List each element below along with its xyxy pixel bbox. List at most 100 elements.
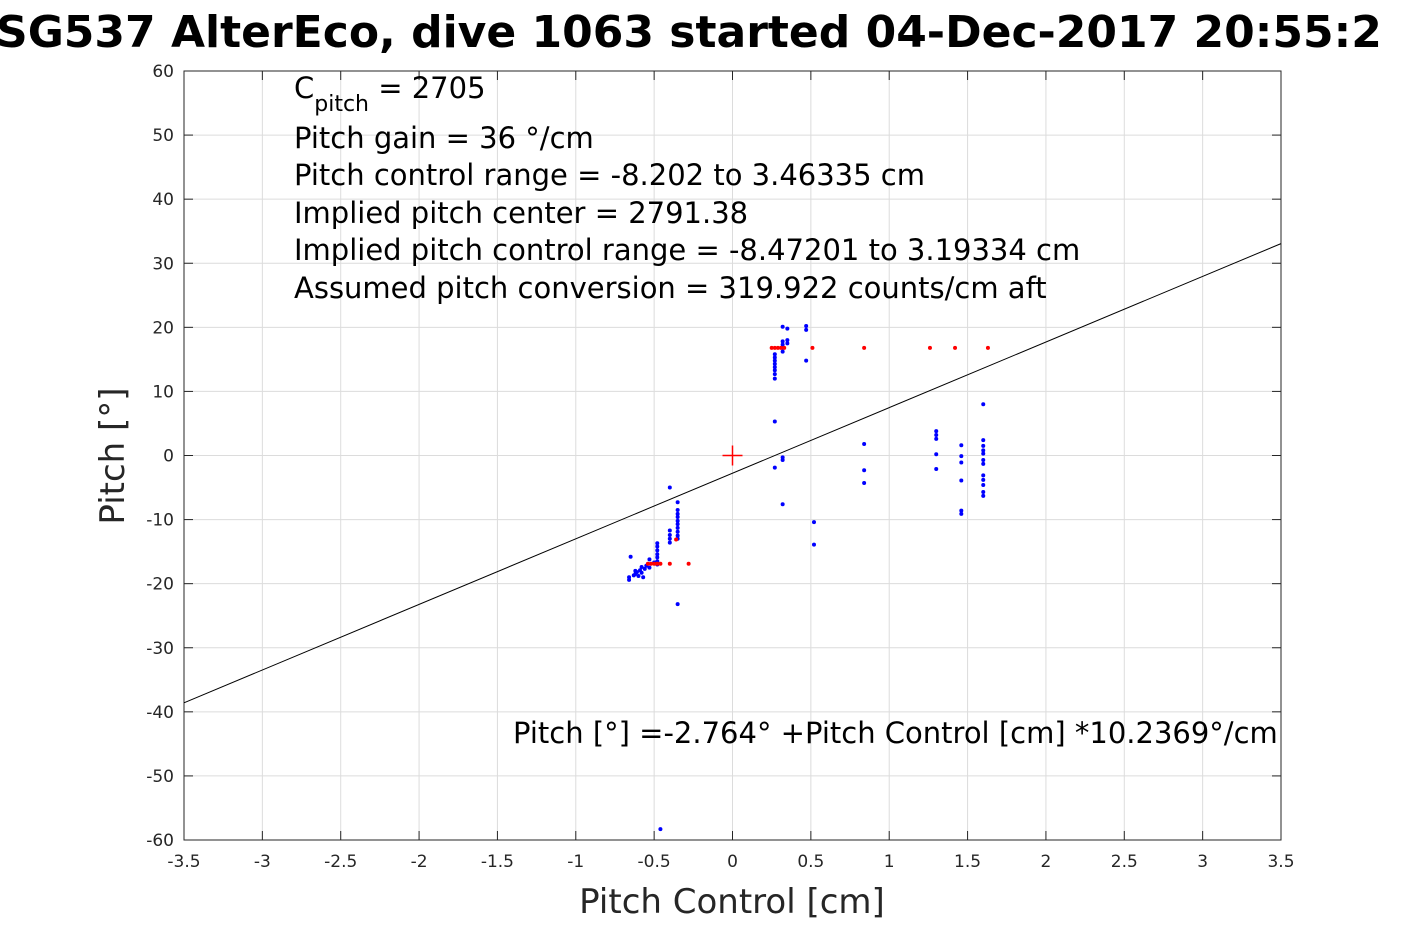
data-point (953, 345, 958, 350)
data-point (981, 477, 986, 482)
x-tick-label: 3 (1197, 852, 1208, 872)
data-point (934, 452, 939, 457)
data-point (804, 324, 809, 329)
data-point (642, 566, 647, 571)
y-tick-label: 10 (152, 382, 174, 402)
data-point (782, 345, 787, 350)
y-tick-label: -30 (146, 639, 174, 659)
data-point (772, 465, 777, 470)
y-axis-label: Pitch [°] (93, 387, 133, 524)
data-point (811, 542, 816, 547)
data-point (645, 561, 650, 566)
x-tick-label: 0.5 (797, 852, 824, 872)
chart-title: SG537 AlterEco, dive 1063 started 04-Dec… (0, 7, 1382, 58)
data-point (647, 557, 652, 562)
data-point (981, 482, 986, 487)
c-pitch-symbol: C (294, 71, 314, 105)
data-point (655, 541, 660, 546)
data-point (769, 345, 774, 350)
data-point (675, 518, 680, 523)
data-point (779, 345, 784, 350)
data-point (772, 376, 777, 381)
data-point (862, 345, 867, 350)
y-tick-label: -50 (146, 767, 174, 787)
implied-control-range-annotation: Implied pitch control range = -8.47201 t… (294, 233, 1080, 267)
data-point (981, 448, 986, 453)
data-point (785, 341, 790, 346)
data-point (675, 507, 680, 512)
data-point (675, 522, 680, 527)
y-tick-label: 50 (152, 126, 174, 146)
data-point (981, 461, 986, 466)
data-point (675, 529, 680, 534)
data-point (862, 481, 867, 486)
data-point (981, 402, 986, 407)
grid (183, 70, 1282, 841)
x-tick-label: -0.5 (638, 852, 671, 872)
data-point (785, 326, 790, 331)
data-point (686, 561, 691, 566)
data-point (655, 552, 660, 557)
x-axis-label: Pitch Control [cm] (579, 882, 885, 922)
x-tick-label: -2 (411, 852, 428, 872)
data-point (772, 365, 777, 370)
data-point (959, 508, 964, 513)
fit-line (183, 243, 1282, 704)
data-point (934, 466, 939, 471)
data-point (780, 502, 785, 507)
data-point (772, 358, 777, 363)
data-point (675, 500, 680, 505)
x-tick-label: -3 (254, 852, 271, 872)
data-point (959, 460, 964, 465)
implied-pitch-center-annotation: Implied pitch center = 2791.38 (294, 196, 748, 230)
data-point (780, 349, 785, 354)
data-point (675, 515, 680, 520)
data-point (772, 372, 777, 377)
data-point (772, 345, 777, 350)
x-tick-label: -2.5 (324, 852, 357, 872)
data-point (647, 565, 652, 570)
data-point (675, 525, 680, 530)
data-point (811, 520, 816, 525)
pitch-control-range-annotation: Pitch control range = -8.202 to 3.46335 … (294, 158, 925, 192)
data-point (959, 454, 964, 459)
x-tick-label: 0 (727, 852, 738, 872)
data-point (785, 338, 790, 343)
data-point (674, 537, 679, 542)
y-tick-label: 0 (163, 447, 174, 467)
y-tick-label: 40 (152, 190, 174, 210)
c-pitch-annotation: Cpitch = 2705 (294, 71, 486, 117)
data-point (981, 438, 986, 443)
pitch-gain-annotation: Pitch gain = 36 °/cm (294, 121, 594, 155)
x-tick-label: 1.5 (954, 852, 981, 872)
data-point (634, 570, 639, 575)
data-point (655, 544, 660, 549)
axis-ticks: -3.5 -3 -2.5 -2 -1.5 -1 -0.5 0 0.5 1 1.5 2 2.5 3 3.5 60… (146, 62, 1294, 872)
data-point (639, 565, 644, 570)
data-point (772, 352, 777, 357)
x-tick-label: 3.5 (1267, 852, 1294, 872)
y-tick-label: -40 (146, 703, 174, 723)
data-point (667, 485, 672, 490)
data-point (981, 443, 986, 448)
y-tick-label: 30 (152, 254, 174, 274)
data-point (649, 561, 654, 566)
data-point (667, 540, 672, 545)
data-point (667, 536, 672, 541)
data-point (667, 528, 672, 533)
y-tick-label: 20 (152, 318, 174, 338)
data-point (772, 368, 777, 373)
data-point (636, 573, 641, 578)
y-tick-label: -10 (146, 511, 174, 531)
data-point (641, 575, 646, 580)
data-point (862, 468, 867, 473)
x-tick-label: -1 (567, 852, 584, 872)
data-point (810, 345, 815, 350)
data-point (981, 493, 986, 498)
data-point (658, 827, 663, 832)
data-point (775, 345, 780, 350)
center-marker (722, 445, 743, 466)
data-point (628, 554, 633, 559)
data-point (927, 345, 932, 350)
data-point (934, 432, 939, 437)
